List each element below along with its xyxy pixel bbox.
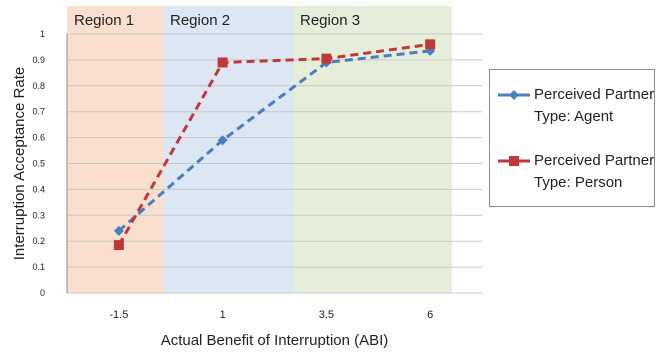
legend-swatch-person xyxy=(498,156,530,166)
legend-swatch-agent xyxy=(498,90,530,100)
legend-label-person-line2: Type: Person xyxy=(534,174,623,191)
region-2-label: Region 2 xyxy=(170,12,230,29)
y-tick-label-9: 0.9 xyxy=(32,55,45,65)
legend-label-person: Perceived Partner Type: Person xyxy=(534,150,658,194)
y-axis-title: Interruption Acceptance Rate xyxy=(11,67,28,260)
series-0-point-0 xyxy=(113,225,124,236)
legend-label-agent: Perceived Partner Type: Agent xyxy=(534,84,658,128)
region-1-label: Region 1 xyxy=(74,12,134,29)
region-2-band xyxy=(163,6,293,293)
legend-item-agent: Perceived Partner Type: Agent xyxy=(496,84,656,128)
y-tick-label-4: 0.4 xyxy=(32,184,45,194)
legend-label-agent-line2: Type: Agent xyxy=(534,108,614,125)
y-tick-label-2: 0.2 xyxy=(32,236,45,246)
series-1-line xyxy=(117,42,431,246)
y-tick-label-5: 0.5 xyxy=(32,159,45,169)
legend-label-person-line1: Perceived Partner xyxy=(534,152,655,169)
y-tick-label-8: 0.8 xyxy=(32,81,45,91)
legend-label-agent-line1: Perceived Partner xyxy=(534,86,655,103)
y-tick-label-1: 0.1 xyxy=(32,262,45,272)
x-tick-label-1: 1 xyxy=(220,309,226,321)
y-tick-label-10: 1 xyxy=(40,29,45,39)
y-tick-label-7: 0.7 xyxy=(32,107,45,117)
series-1-point-1 xyxy=(217,57,228,68)
series-0-line xyxy=(117,49,431,232)
legend-item-person: Perceived Partner Type: Person xyxy=(496,150,656,194)
y-tick-label-6: 0.6 xyxy=(32,133,45,143)
x-tick-label-3: 6 xyxy=(427,309,433,321)
y-tick-label-3: 0.3 xyxy=(32,210,45,220)
region-3-label: Region 3 xyxy=(300,12,360,29)
x-tick-label-2: 3.5 xyxy=(319,309,334,321)
series-1-point-0 xyxy=(113,240,124,251)
legend: Perceived Partner Type: Agent Perceived … xyxy=(489,69,655,207)
series-1-point-2 xyxy=(321,53,332,64)
series-1-point-3 xyxy=(425,39,436,50)
region-3-band xyxy=(293,6,452,293)
x-tick-label-0: -1.5 xyxy=(109,309,128,321)
x-axis-title: Actual Benefit of Interruption (ABI) xyxy=(161,332,389,349)
series-0-point-1 xyxy=(217,135,228,146)
y-tick-label-0: 0 xyxy=(40,288,45,298)
